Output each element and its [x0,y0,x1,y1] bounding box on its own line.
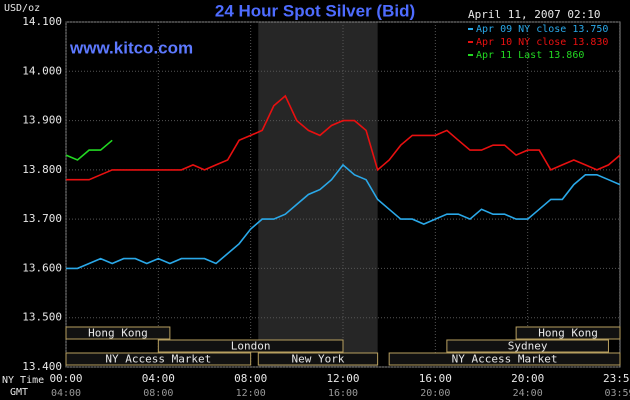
session-bar [157,339,344,353]
series-line [66,163,621,270]
series-line [65,139,113,161]
session-label: Hong Kong [88,327,148,340]
gmt-tick-label: 08:00 [143,388,173,399]
session-label: London [231,340,271,353]
session-label: NY Access Market [105,353,211,366]
session-label: Hong Kong [538,327,598,340]
x-tick-label: 12:00 [326,372,359,385]
y-tick-label: 13.700 [22,212,62,225]
chart-title: 24 Hour Spot Silver (Bid) [215,1,415,20]
y-axis-label: USD/oz [4,3,40,14]
legend-entry: Apr 09 NY close 13.750 [476,24,608,35]
y-tick-label: 14.100 [22,15,62,28]
gmt-tick-label: 20:00 [420,388,450,399]
x-tick-label: 16:00 [419,372,452,385]
x-tick-label: 00:00 [49,372,82,385]
session-bar [257,352,379,366]
session-label: Sydney [508,340,548,353]
highlight [258,22,378,367]
x-tick-label: 08:00 [234,372,267,385]
session-bar [446,339,609,353]
session-bar [388,352,621,366]
x-tick-label: 23:59 [603,372,630,385]
y-tick-label: 13.600 [22,261,62,274]
x-row-label: GMT [10,387,28,398]
session-label: NY Access Market [452,353,558,366]
gmt-tick-label: 12:00 [236,388,266,399]
y-tick-label: 13.500 [22,311,62,324]
gmt-tick-label: 24:00 [513,388,543,399]
series-line [66,94,621,181]
x-tick-label: 04:00 [142,372,175,385]
watermark: www.kitco.com [69,38,193,57]
session-label: New York [291,353,344,366]
x-tick-label: 20:00 [511,372,544,385]
timestamp: April 11, 2007 02:10 [468,8,600,21]
gmt-tick-label: 04:00 [51,388,81,399]
y-tick-label: 13.900 [22,114,62,127]
y-tick-label: 14.000 [22,64,62,77]
session-bar [65,326,171,340]
session-bar [65,352,252,366]
gmt-tick-label: 03:59 [604,388,630,399]
legend-entry: Apr 10 NY close 13.830 [476,37,608,48]
gmt-tick-label: 16:00 [328,388,358,399]
legend-entry: Apr 11 Last 13.860 [476,50,584,61]
session-bar [515,326,621,340]
y-tick-label: 13.800 [22,163,62,176]
x-row-label: NY Time [2,375,44,386]
y-tick-label: 13.400 [22,360,62,373]
